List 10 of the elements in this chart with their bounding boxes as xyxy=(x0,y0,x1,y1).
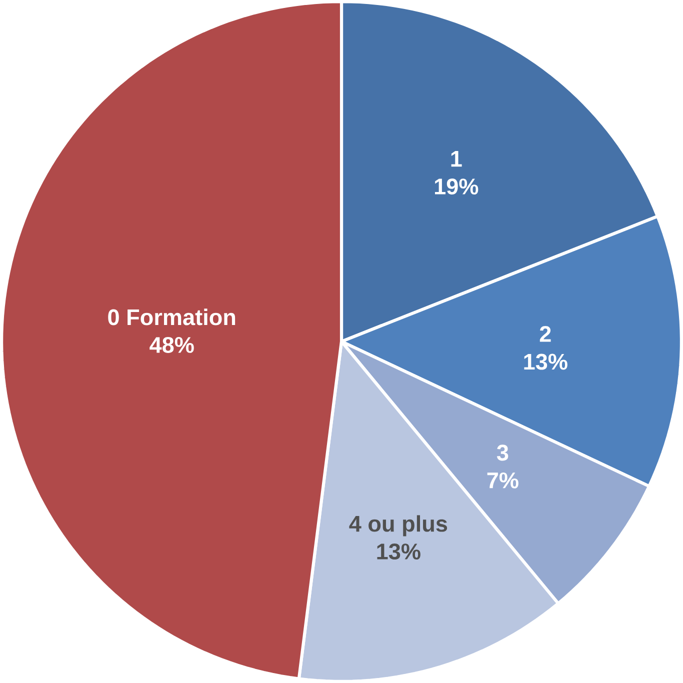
slice-label: 0 Formation xyxy=(108,308,236,326)
data-label: 13% xyxy=(377,544,420,560)
slice-label: 4 ou plus xyxy=(349,515,448,536)
data-label: 13% xyxy=(524,354,568,370)
slice-label: 3 xyxy=(496,444,508,461)
slice-label: 1 xyxy=(451,151,462,167)
slice-label: 2 xyxy=(540,326,551,342)
data-label: 19% xyxy=(434,178,478,195)
data-label: 48% xyxy=(150,336,194,353)
data-label: 7% xyxy=(487,472,518,488)
